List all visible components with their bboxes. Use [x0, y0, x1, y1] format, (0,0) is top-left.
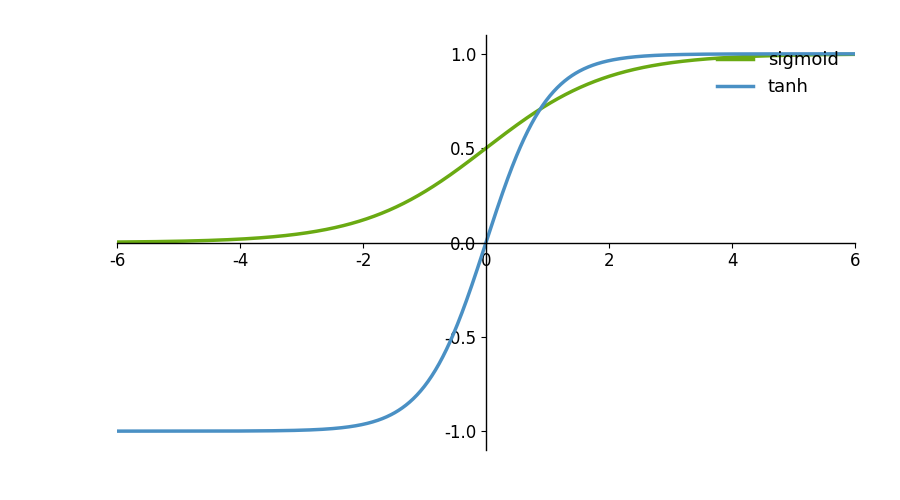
sigmoid	[410, 194, 421, 200]
tanh	[687, 52, 698, 58]
sigmoid	[687, 57, 698, 63]
sigmoid	[187, 238, 198, 244]
tanh	[700, 51, 711, 57]
sigmoid	[436, 178, 447, 184]
sigmoid	[700, 56, 711, 62]
tanh	[112, 428, 122, 434]
sigmoid	[112, 239, 122, 245]
tanh	[410, 394, 421, 400]
tanh	[850, 51, 860, 57]
sigmoid	[618, 69, 629, 75]
Line: tanh: tanh	[117, 54, 855, 431]
Legend: sigmoid, tanh: sigmoid, tanh	[710, 44, 846, 104]
Line: sigmoid: sigmoid	[117, 54, 855, 242]
tanh	[436, 356, 447, 362]
tanh	[618, 55, 629, 61]
tanh	[187, 428, 198, 434]
sigmoid	[850, 52, 860, 58]
